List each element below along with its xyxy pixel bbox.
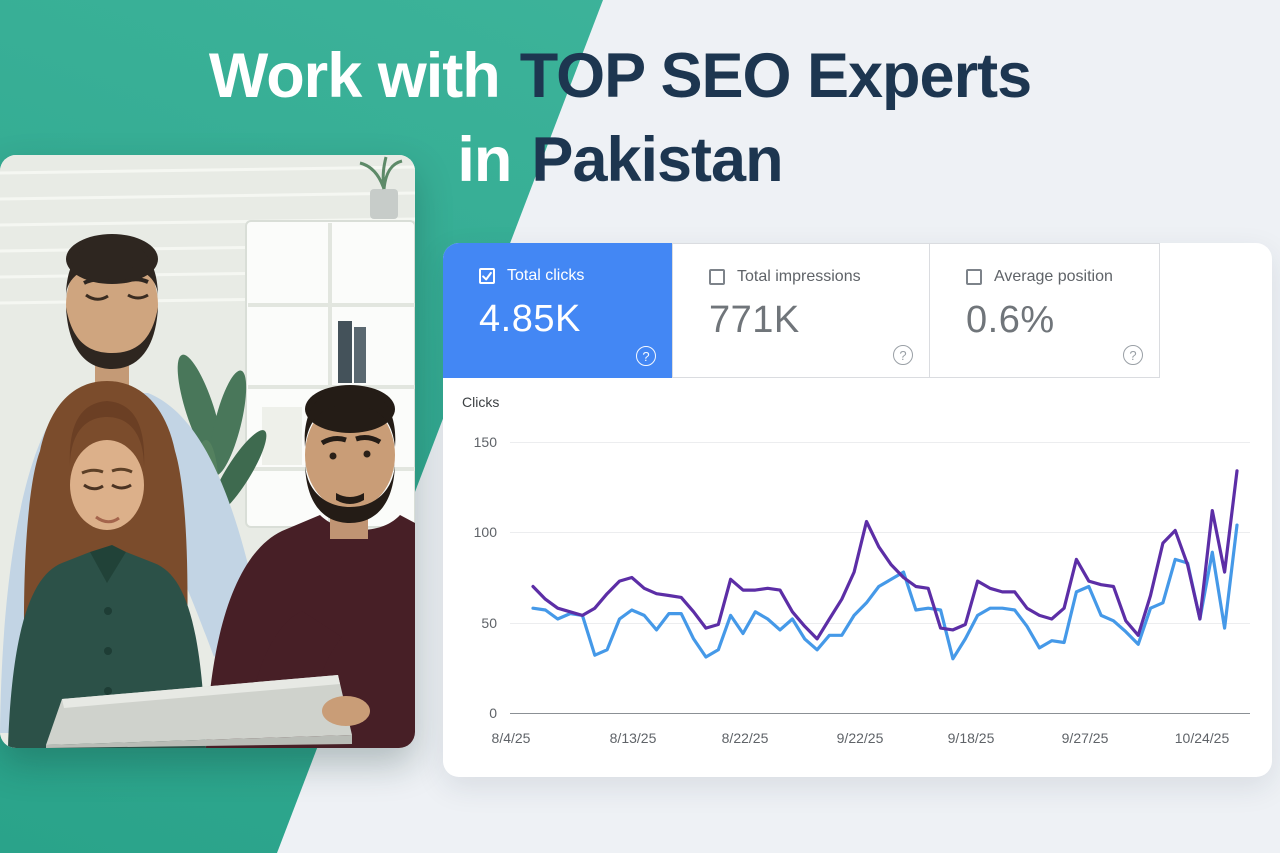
checkbox-unchecked-icon[interactable] — [966, 269, 982, 285]
x-tick-label: 10/24/25 — [1174, 730, 1230, 746]
metric-label: Average position — [994, 268, 1113, 285]
title-line-2: in Pakistan — [120, 118, 1120, 202]
metric-cards-row: Total clicks 4.85K ? Total impressions 7… — [443, 243, 1272, 378]
team-photo-illustration — [0, 155, 415, 748]
series-clicks-secondary-blue — [531, 523, 1239, 661]
gridline-50 — [510, 623, 1250, 624]
y-tick-label: 150 — [473, 434, 497, 450]
metric-value: 771K — [709, 299, 800, 341]
search-console-panel: Total clicks 4.85K ? Total impressions 7… — [443, 243, 1272, 777]
title-line1-light: Work with — [208, 41, 501, 111]
title-line-1: Work with TOP SEO Experts — [120, 34, 1120, 118]
metric-label: Total impressions — [737, 268, 861, 285]
title-line2-light: in — [457, 125, 512, 195]
metric-label: Total clicks — [507, 267, 585, 284]
metric-card-total-impressions[interactable]: Total impressions 771K ? — [672, 243, 930, 378]
gridline-150 — [510, 442, 1250, 443]
clicks-line-chart — [531, 469, 1239, 661]
y-tick-label: 100 — [473, 524, 497, 540]
x-tick-label: 9/27/25 — [1061, 730, 1109, 746]
y-tick-label: 0 — [489, 705, 497, 721]
x-tick-label: 8/22/25 — [721, 730, 769, 746]
title-line1-dark: TOP SEO Experts — [519, 41, 1032, 111]
series-clicks-primary-purple — [531, 469, 1239, 641]
x-axis-line — [510, 713, 1250, 714]
y-tick-label: 50 — [481, 615, 497, 631]
metric-value: 0.6% — [966, 299, 1055, 341]
hand — [322, 696, 370, 726]
x-tick-label: 8/13/25 — [609, 730, 657, 746]
metric-card-average-position[interactable]: Average position 0.6% ? — [930, 243, 1160, 378]
help-icon[interactable]: ? — [636, 346, 656, 366]
page-title: Work with TOP SEO Experts in Pakistan — [120, 34, 1120, 202]
help-icon[interactable]: ? — [893, 345, 913, 365]
x-tick-label: 9/18/25 — [947, 730, 995, 746]
checkbox-unchecked-icon[interactable] — [709, 269, 725, 285]
y-axis-title: Clicks — [462, 394, 500, 410]
help-icon[interactable]: ? — [1123, 345, 1143, 365]
gridline-100 — [510, 532, 1250, 533]
metric-card-total-clicks[interactable]: Total clicks 4.85K ? — [443, 243, 672, 378]
team-photo — [0, 155, 415, 748]
checkbox-checked-icon[interactable] — [479, 268, 495, 284]
x-tick-label: 9/22/25 — [836, 730, 884, 746]
title-line2-dark: Pakistan — [531, 125, 783, 195]
x-tick-label: 8/4/25 — [491, 730, 531, 746]
metric-value: 4.85K — [479, 298, 581, 340]
laptop — [46, 675, 370, 748]
